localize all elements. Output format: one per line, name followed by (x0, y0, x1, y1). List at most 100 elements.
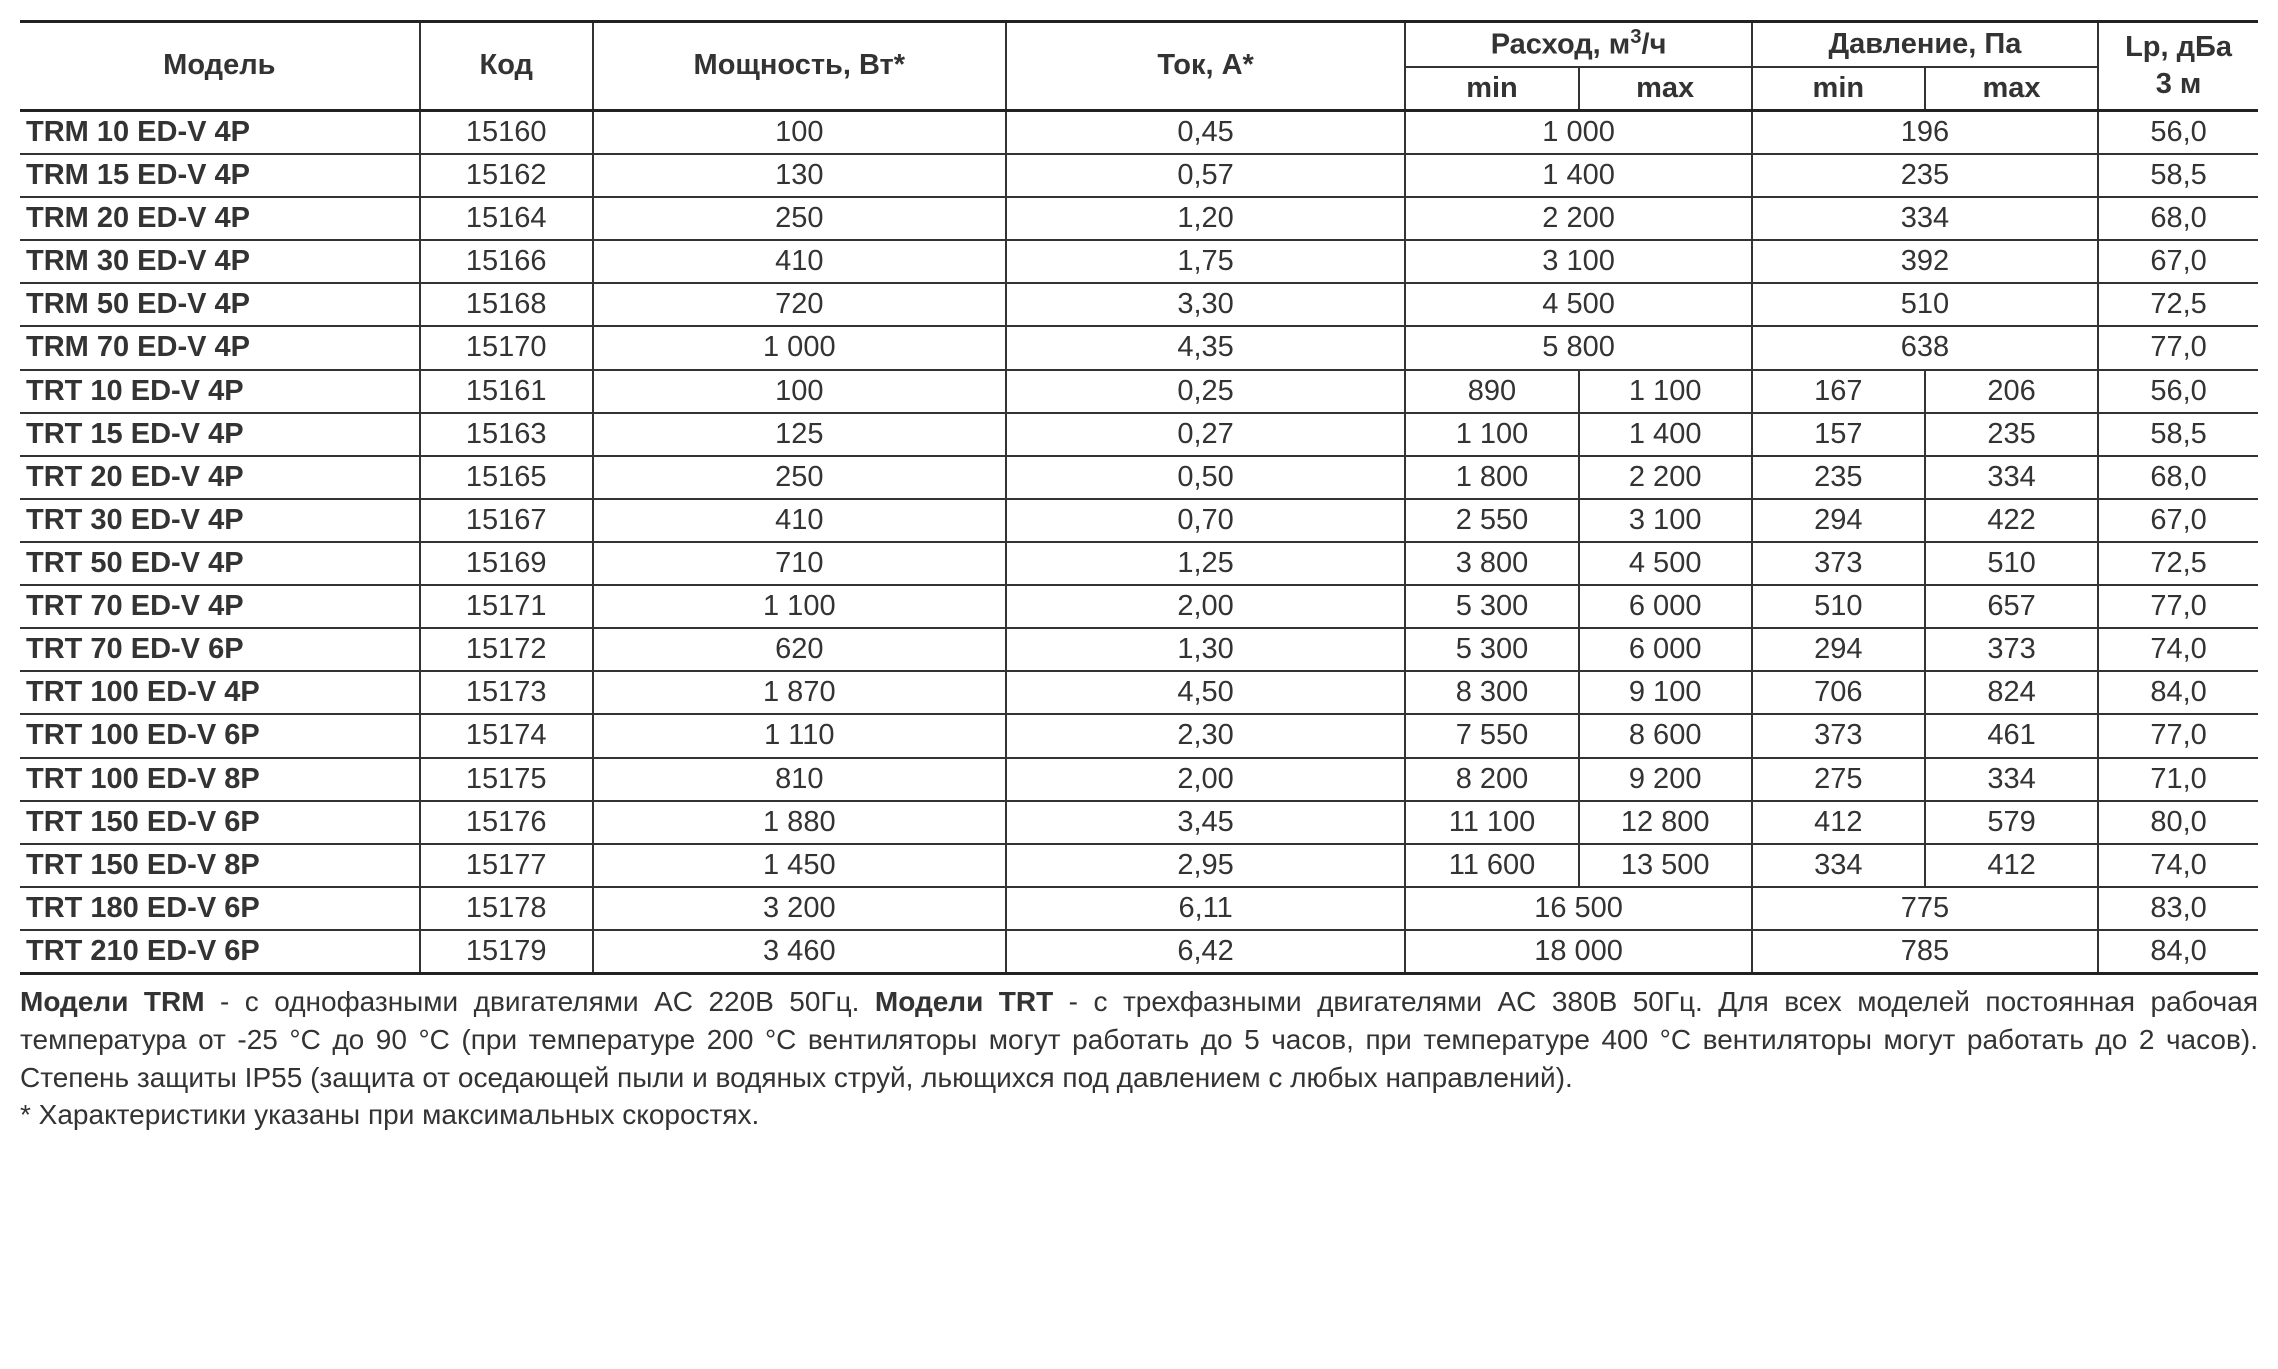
cell: 510 (1752, 283, 2098, 326)
cell: TRM 10 ED-V 4P (20, 110, 420, 154)
table-row: TRT 70 ED-V 6P151726201,305 3006 0002943… (20, 628, 2258, 671)
col-pressure-min: min (1752, 67, 1925, 111)
cell: TRT 20 ED-V 4P (20, 456, 420, 499)
cell: 125 (593, 413, 1006, 456)
cell: 9 200 (1579, 758, 1752, 801)
table-row: TRT 100 ED-V 8P151758102,008 2009 200275… (20, 758, 2258, 801)
cell: 334 (1752, 844, 1925, 887)
footnote: Модели TRM - с однофазными двигателями A… (20, 983, 2258, 1134)
cell: 4 500 (1405, 283, 1751, 326)
cell: 13 500 (1579, 844, 1752, 887)
cell: 15172 (420, 628, 593, 671)
cell: 206 (1925, 370, 2098, 413)
cell: 1 000 (593, 326, 1006, 369)
cell: 68,0 (2098, 456, 2258, 499)
cell: 0,57 (1006, 154, 1406, 197)
table-row: TRM 70 ED-V 4P151701 0004,355 80063877,0 (20, 326, 2258, 369)
cell: 58,5 (2098, 413, 2258, 456)
footnote-bold2: Модели TRT (875, 986, 1053, 1017)
cell: 77,0 (2098, 326, 2258, 369)
cell: 1 880 (593, 801, 1006, 844)
cell: 15163 (420, 413, 593, 456)
footnote-bold1: Модели TRM (20, 986, 205, 1017)
cell: 2 200 (1405, 197, 1751, 240)
cell: 810 (593, 758, 1006, 801)
cell: 2,00 (1006, 758, 1406, 801)
cell: 1 870 (593, 671, 1006, 714)
cell: 15169 (420, 542, 593, 585)
cell: TRM 50 ED-V 4P (20, 283, 420, 326)
col-power: Мощность, Вт* (593, 22, 1006, 111)
cell: 18 000 (1405, 930, 1751, 974)
spec-table: Модель Код Мощность, Вт* Ток, А* Расход,… (20, 20, 2258, 975)
cell: 56,0 (2098, 110, 2258, 154)
cell: 67,0 (2098, 499, 2258, 542)
cell: 84,0 (2098, 930, 2258, 974)
cell: 461 (1925, 714, 2098, 757)
table-row: TRT 50 ED-V 4P151697101,253 8004 5003735… (20, 542, 2258, 585)
col-lp-line2: 3 м (2156, 68, 2202, 100)
cell: TRT 210 ED-V 6P (20, 930, 420, 974)
cell: 9 100 (1579, 671, 1752, 714)
cell: 4 500 (1579, 542, 1752, 585)
cell: 250 (593, 197, 1006, 240)
cell: 1,30 (1006, 628, 1406, 671)
cell: 15162 (420, 154, 593, 197)
footnote-text1: - с однофазными двигателями AC 220В 50Гц… (205, 986, 875, 1017)
cell: 80,0 (2098, 801, 2258, 844)
cell: 235 (1752, 154, 2098, 197)
cell: 3 800 (1405, 542, 1578, 585)
cell: 412 (1752, 801, 1925, 844)
cell: TRT 180 ED-V 6P (20, 887, 420, 930)
cell: 68,0 (2098, 197, 2258, 240)
cell: 785 (1752, 930, 2098, 974)
cell: 2,30 (1006, 714, 1406, 757)
cell: 16 500 (1405, 887, 1751, 930)
cell: 11 600 (1405, 844, 1578, 887)
cell: 422 (1925, 499, 2098, 542)
cell: 6 000 (1579, 628, 1752, 671)
table-row: TRM 20 ED-V 4P151642501,202 20033468,0 (20, 197, 2258, 240)
cell: TRM 30 ED-V 4P (20, 240, 420, 283)
cell: 0,70 (1006, 499, 1406, 542)
table-row: TRT 30 ED-V 4P151674100,702 5503 1002944… (20, 499, 2258, 542)
table-row: TRM 50 ED-V 4P151687203,304 50051072,5 (20, 283, 2258, 326)
cell: 3,30 (1006, 283, 1406, 326)
cell: 12 800 (1579, 801, 1752, 844)
cell: TRT 150 ED-V 6P (20, 801, 420, 844)
cell: 1 400 (1405, 154, 1751, 197)
cell: 294 (1752, 628, 1925, 671)
cell: TRM 20 ED-V 4P (20, 197, 420, 240)
cell: 392 (1752, 240, 2098, 283)
cell: 0,27 (1006, 413, 1406, 456)
col-current: Ток, А* (1006, 22, 1406, 111)
table-row: TRT 100 ED-V 6P151741 1102,307 5508 6003… (20, 714, 2258, 757)
col-pressure-group: Давление, Па (1752, 22, 2098, 67)
cell: 15178 (420, 887, 593, 930)
cell: TRT 15 ED-V 4P (20, 413, 420, 456)
cell: 3 460 (593, 930, 1006, 974)
table-row: TRT 150 ED-V 8P151771 4502,9511 60013 50… (20, 844, 2258, 887)
cell: 3,45 (1006, 801, 1406, 844)
cell: 7 550 (1405, 714, 1578, 757)
cell: 15164 (420, 197, 593, 240)
col-code: Код (420, 22, 593, 111)
cell: 620 (593, 628, 1006, 671)
cell: TRT 100 ED-V 6P (20, 714, 420, 757)
cell: 775 (1752, 887, 2098, 930)
cell: 15175 (420, 758, 593, 801)
cell: 2,00 (1006, 585, 1406, 628)
cell: 250 (593, 456, 1006, 499)
cell: 15161 (420, 370, 593, 413)
cell: 235 (1752, 456, 1925, 499)
cell: 72,5 (2098, 283, 2258, 326)
cell: 0,45 (1006, 110, 1406, 154)
cell: 410 (593, 499, 1006, 542)
cell: 1,75 (1006, 240, 1406, 283)
table-row: TRT 15 ED-V 4P151631250,271 1001 4001572… (20, 413, 2258, 456)
cell: 3 100 (1405, 240, 1751, 283)
cell: 15166 (420, 240, 593, 283)
cell: 0,50 (1006, 456, 1406, 499)
cell: 196 (1752, 110, 2098, 154)
cell: 638 (1752, 326, 2098, 369)
